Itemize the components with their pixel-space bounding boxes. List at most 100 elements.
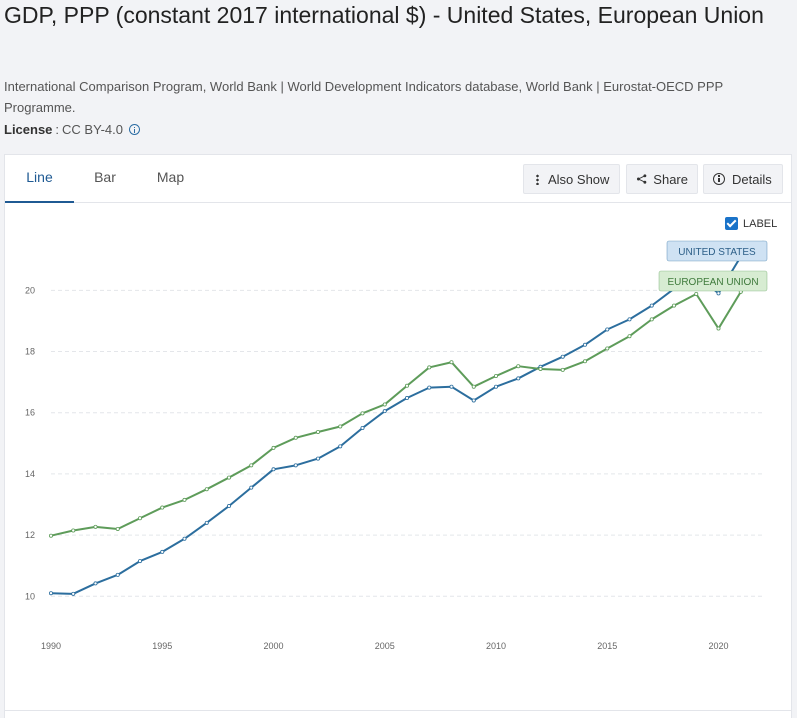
data-point-us: [627, 317, 632, 322]
y-tick-label: 16: [25, 408, 35, 418]
data-point-us: [49, 591, 54, 596]
data-point-us: [338, 444, 343, 449]
data-point-us: [93, 581, 98, 586]
data-point-eu: [338, 424, 343, 429]
share-icon: [636, 174, 647, 184]
data-point-us: [649, 303, 654, 308]
x-tick-label: 2010: [486, 641, 506, 651]
data-point-eu: [271, 445, 276, 450]
data-point-eu: [649, 317, 654, 322]
data-point-eu: [493, 373, 498, 378]
tab-map[interactable]: Map: [156, 169, 185, 185]
label-toggle-text: LABEL: [743, 217, 778, 230]
data-point-eu: [583, 359, 588, 364]
info-icon[interactable]: [128, 124, 140, 135]
y-tick-label: 14: [25, 469, 35, 479]
data-point-us: [137, 559, 142, 564]
page-title: GDP, PPP (constant 2017 international $)…: [4, 2, 764, 28]
x-tick-label: 2015: [597, 641, 617, 651]
y-tick-label: 10: [25, 591, 35, 601]
label-checkbox[interactable]: [725, 217, 738, 230]
data-point-eu: [204, 487, 209, 492]
data-point-eu: [71, 528, 76, 533]
license-value: CC BY-4.0: [62, 122, 123, 137]
view-tabs: Line Bar Map Also Show Share Details: [5, 155, 791, 203]
data-point-eu: [538, 366, 543, 371]
x-tick-label: 2005: [375, 641, 395, 651]
label-toggle[interactable]: LABEL: [725, 217, 777, 230]
details-label: Details: [732, 171, 772, 187]
series-line-us: [50, 242, 764, 595]
y-tick-label: 18: [25, 347, 35, 357]
series-label-text: EUROPEAN UNION: [667, 277, 758, 288]
data-point-us: [226, 504, 231, 509]
data-point-us: [360, 425, 365, 430]
data-point-eu: [449, 360, 454, 365]
data-point-us: [427, 385, 432, 390]
data-point-us: [716, 291, 721, 296]
data-point-eu: [672, 303, 677, 308]
data-point-us: [605, 327, 610, 332]
data-point-us: [293, 463, 298, 468]
data-point-eu: [115, 526, 120, 531]
data-point-us: [71, 591, 76, 596]
details-info-icon: [713, 173, 725, 185]
data-point-us: [493, 384, 498, 389]
data-point-us: [204, 520, 209, 525]
y-tick-label: 20: [25, 285, 35, 295]
data-point-us: [471, 398, 476, 403]
chart-grid: [51, 289, 763, 597]
chart-panel: Line Bar Map Also Show Share Details LAB…: [4, 154, 792, 718]
data-point-us: [560, 354, 565, 359]
series-labels: UNITED STATES EUROPEAN UNION: [658, 240, 768, 292]
data-point-eu: [226, 475, 231, 480]
footer-divider: [4, 710, 792, 711]
tab-line[interactable]: Line: [5, 155, 74, 203]
data-point-us: [315, 456, 320, 461]
data-point-eu: [605, 346, 610, 351]
share-label: Share: [653, 171, 688, 187]
also-show-button[interactable]: Also Show: [523, 164, 620, 194]
vertical-dots-icon: [536, 173, 539, 185]
data-point-eu: [716, 326, 721, 331]
data-point-us: [182, 536, 187, 541]
data-point-eu: [93, 524, 98, 529]
x-axis-ticks: 1990 1995 2000 2005 2010 2015 2020: [41, 641, 729, 651]
x-tick-label: 2000: [263, 641, 283, 651]
data-point-us: [404, 396, 409, 401]
chart-series: [49, 240, 766, 596]
share-button[interactable]: Share: [626, 164, 698, 194]
data-point-eu: [560, 367, 565, 372]
x-tick-label: 1995: [152, 641, 172, 651]
data-point-eu: [382, 402, 387, 407]
data-point-eu: [182, 497, 187, 502]
data-point-us: [249, 485, 254, 490]
x-tick-label: 2020: [708, 641, 728, 651]
line-chart: 10 12 14 16 18 20 1990 1995 2000 2005 2010 2015 202…: [25, 240, 768, 651]
data-point-eu: [360, 411, 365, 416]
tab-bar[interactable]: Bar: [94, 169, 116, 185]
data-point-eu: [137, 516, 142, 521]
series-label-text: UNITED STATES: [678, 247, 756, 258]
series-line-eu: [50, 272, 764, 537]
license-row: License : CC BY-4.0: [4, 122, 140, 137]
data-point-eu: [293, 435, 298, 440]
data-point-us: [382, 409, 387, 414]
data-point-eu: [427, 365, 432, 370]
data-point-us: [449, 384, 454, 389]
license-label: License: [4, 122, 53, 137]
series-label-box: [666, 240, 768, 262]
data-point-eu: [516, 364, 521, 369]
data-point-eu: [315, 429, 320, 434]
data-point-eu: [49, 533, 54, 538]
data-point-eu: [249, 463, 254, 468]
data-point-us: [271, 467, 276, 472]
details-button[interactable]: Details: [703, 164, 783, 194]
data-point-us: [115, 572, 120, 577]
series-label-box: [658, 270, 768, 292]
x-tick-label: 1990: [41, 641, 61, 651]
license-separator: :: [55, 122, 60, 137]
y-axis-ticks: 10 12 14 16 18 20: [25, 285, 35, 601]
data-point-us: [583, 342, 588, 347]
data-point-us: [160, 549, 165, 554]
